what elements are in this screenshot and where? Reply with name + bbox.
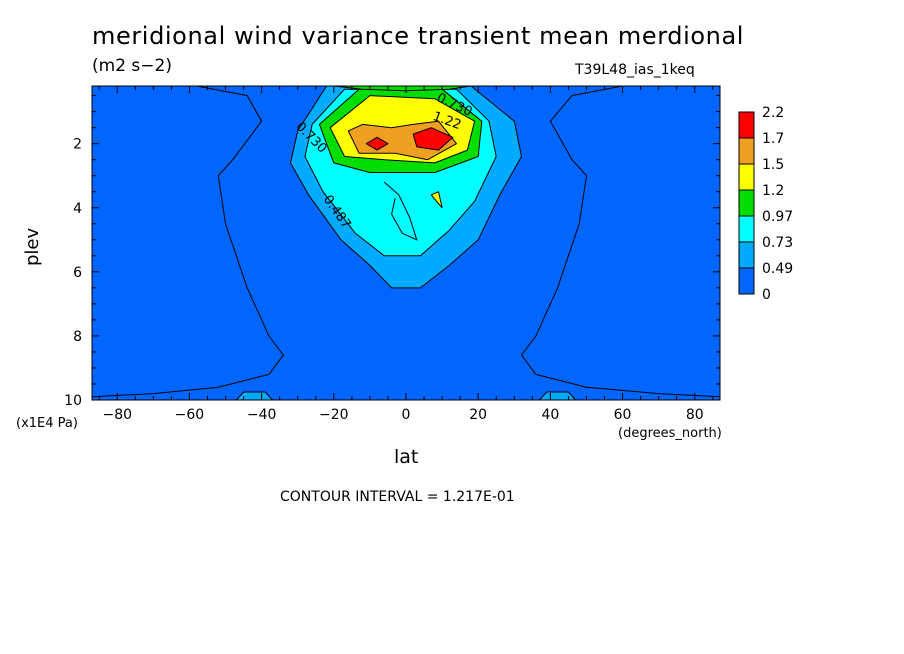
contour-line xyxy=(92,86,284,398)
x-axis-label: lat xyxy=(394,446,419,468)
contour-region xyxy=(430,191,443,209)
colorbar-swatch xyxy=(738,111,755,139)
y-tick-label: 2 xyxy=(73,137,82,153)
colorbar-label: 0 xyxy=(762,287,771,303)
x-tick-label: −40 xyxy=(247,407,277,423)
y-axis-units: (x1E4 Pa) xyxy=(16,416,78,431)
contour-line xyxy=(520,86,720,398)
colorbar-label: 0.49 xyxy=(762,261,793,277)
x-tick-label: −80 xyxy=(102,407,132,423)
contour-region xyxy=(235,391,273,400)
contour-region xyxy=(412,127,454,151)
colorbar-swatch xyxy=(738,215,755,243)
y-tick-label: 10 xyxy=(64,393,82,409)
colorbar-label: 2.2 xyxy=(762,105,784,121)
contour-region xyxy=(539,391,577,400)
colorbar-label: 1.2 xyxy=(762,183,784,199)
colorbar-swatch xyxy=(738,163,755,191)
colorbar-label: 0.73 xyxy=(762,235,793,251)
colorbar-swatch xyxy=(738,267,755,295)
x-axis-units: (degrees_north) xyxy=(618,426,722,441)
run-label: T39L48_ias_1keq xyxy=(575,62,695,78)
contour-region xyxy=(333,86,472,92)
colorbar-label: 0.97 xyxy=(762,209,793,225)
x-tick-label: 60 xyxy=(614,407,632,423)
colorbar-swatch xyxy=(738,241,755,269)
y-tick-label: 6 xyxy=(73,265,82,281)
x-tick-label: −60 xyxy=(175,407,205,423)
colorbar-label: 1.5 xyxy=(762,157,784,173)
x-tick-label: 80 xyxy=(686,407,704,423)
x-tick-label: 20 xyxy=(469,407,487,423)
y-tick-label: 4 xyxy=(73,201,82,217)
colorbar-swatch xyxy=(738,189,755,217)
x-tick-label: −20 xyxy=(319,407,349,423)
contour-interval: CONTOUR INTERVAL = 1.217E-01 xyxy=(280,489,515,505)
colorbar-swatch xyxy=(738,137,755,165)
x-tick-label: 40 xyxy=(541,407,559,423)
x-tick-label: 0 xyxy=(402,407,411,423)
y-tick-label: 8 xyxy=(73,329,82,345)
contour-line xyxy=(383,181,418,241)
chart-units: (m2 s−2) xyxy=(92,56,172,76)
contour-region xyxy=(365,136,389,151)
colorbar-label: 1.7 xyxy=(762,131,784,147)
chart-title: meridional wind variance transient mean … xyxy=(92,22,745,50)
